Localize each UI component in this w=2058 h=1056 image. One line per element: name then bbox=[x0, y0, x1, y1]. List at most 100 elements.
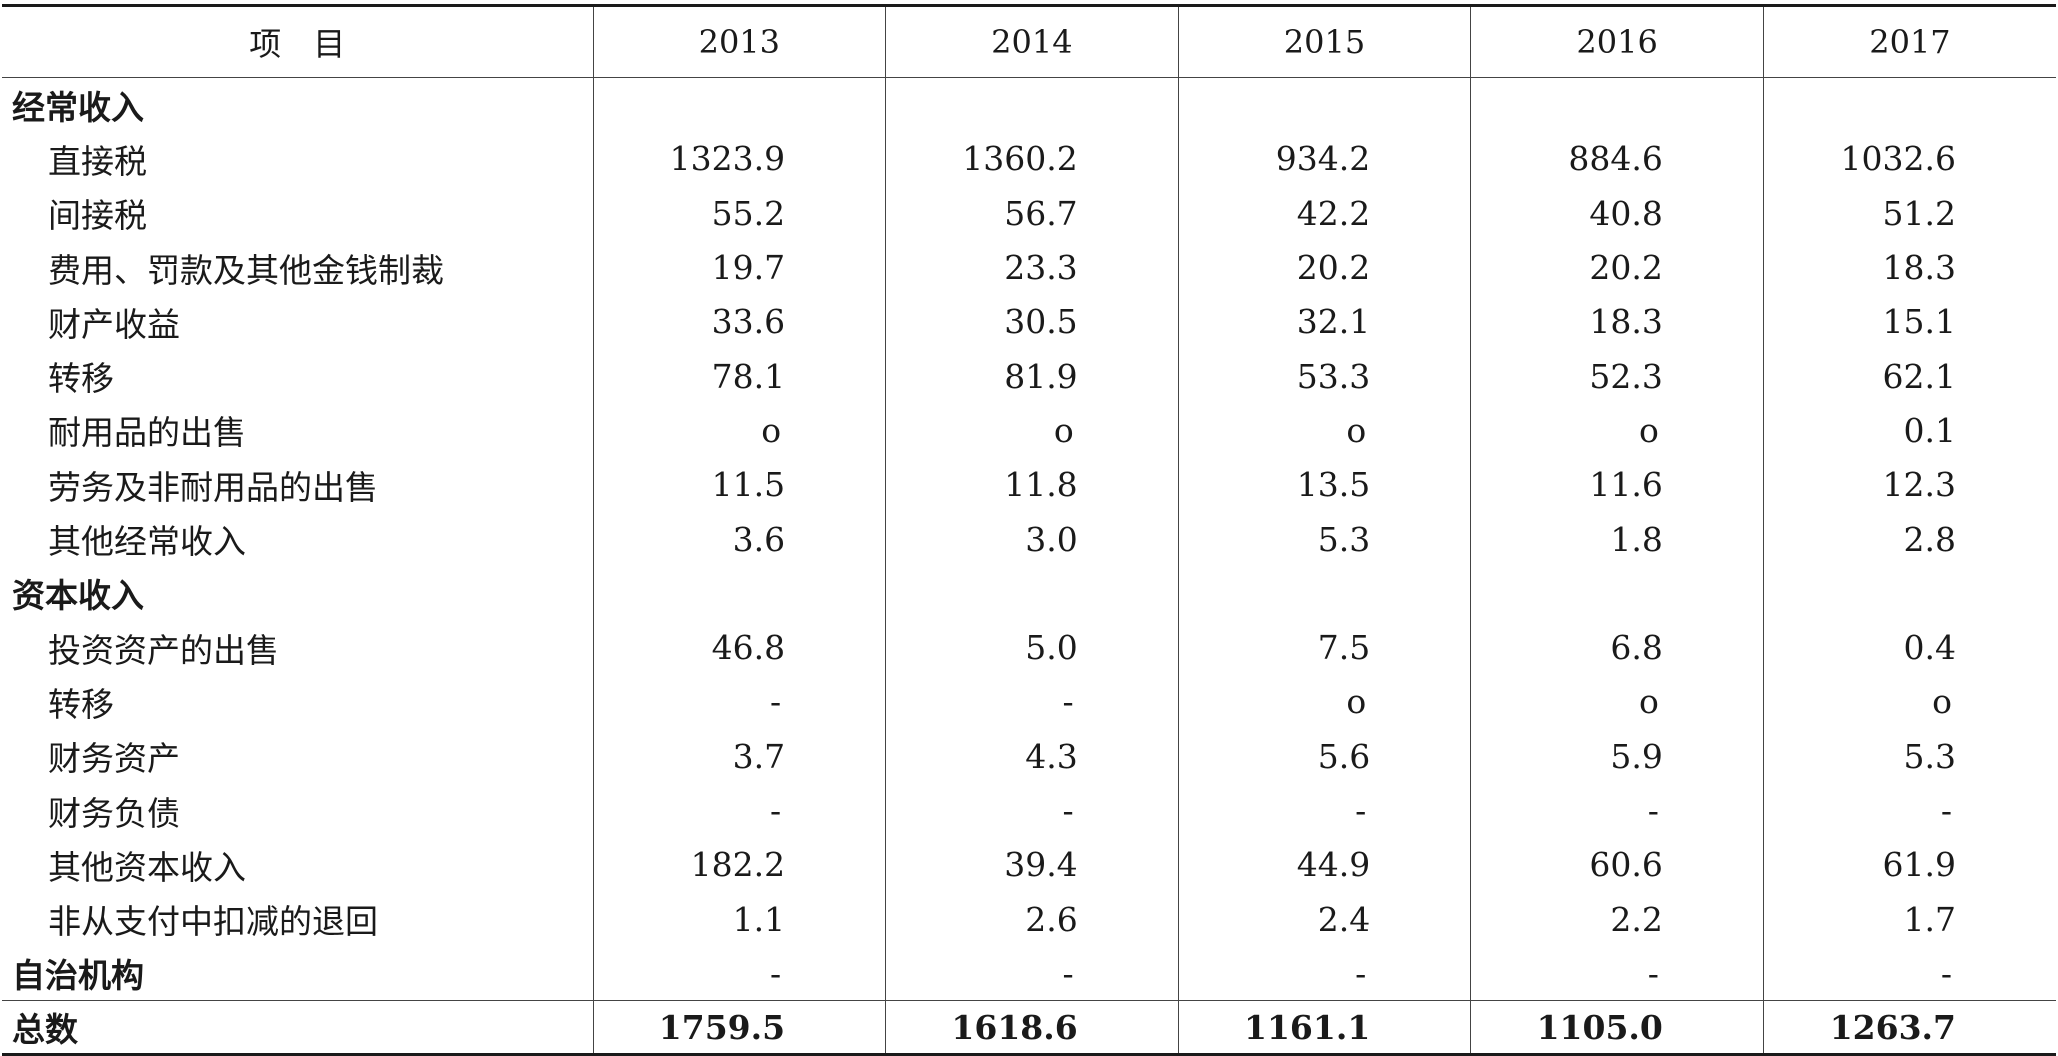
value-cell: 61.9 bbox=[1762, 837, 2056, 892]
value-cell: 40.8 bbox=[1470, 186, 1764, 241]
value-cell: 2.2 bbox=[1470, 891, 1764, 947]
value-cell: 33.6 bbox=[592, 294, 886, 349]
value-cell: - bbox=[1762, 946, 2056, 1001]
value-cell: 1360.2 bbox=[885, 131, 1179, 187]
value-cell: 23.3 bbox=[885, 240, 1179, 295]
value-cell bbox=[885, 77, 1179, 132]
value-cell: 182.2 bbox=[592, 837, 886, 892]
value-cell: 11.5 bbox=[592, 457, 886, 512]
value-cell bbox=[592, 566, 886, 621]
section-row: 自治机构 - - - - - bbox=[2, 946, 2056, 1001]
value-cell: 5.3 bbox=[1177, 511, 1471, 567]
value-cell bbox=[592, 77, 886, 132]
value-cell: 1.1 bbox=[592, 891, 886, 947]
value-cell: 60.6 bbox=[1470, 837, 1764, 892]
value-cell: 3.6 bbox=[592, 511, 886, 567]
value-cell: - bbox=[592, 674, 886, 730]
header-year: 2016 bbox=[1470, 4, 1764, 78]
value-cell: 884.6 bbox=[1470, 131, 1764, 187]
value-cell: 20.2 bbox=[1177, 240, 1471, 295]
table-row: 间接税 55.2 56.7 42.2 40.8 51.2 bbox=[2, 186, 2056, 241]
value-cell: 1.7 bbox=[1762, 891, 2056, 947]
value-cell: 3.0 bbox=[885, 511, 1179, 567]
revenue-table: 项 目 2013 2014 2015 2016 2017 经常收入 直接税 1323… bbox=[2, 4, 2056, 1056]
section-row: 资本收入 bbox=[2, 566, 2056, 621]
section-label: 自治机构 bbox=[12, 956, 144, 996]
value-cell bbox=[1470, 566, 1764, 621]
value-cell: 20.2 bbox=[1470, 240, 1764, 295]
table-row: 直接税 1323.9 1360.2 934.2 884.6 1032.6 bbox=[2, 131, 2056, 187]
value-cell: 81.9 bbox=[885, 348, 1179, 404]
table-row: 耐用品的出售 o o o o 0.1 bbox=[2, 403, 2056, 458]
value-cell: o bbox=[885, 403, 1179, 458]
value-cell: 39.4 bbox=[885, 837, 1179, 892]
value-cell: 18.3 bbox=[1762, 240, 2056, 295]
value-cell: 19.7 bbox=[592, 240, 886, 295]
value-cell: - bbox=[1470, 783, 1764, 838]
value-cell: 42.2 bbox=[1177, 186, 1471, 241]
row-label: 间接税 bbox=[48, 196, 147, 236]
value-cell: 2.8 bbox=[1762, 511, 2056, 567]
table-row: 财务资产 3.7 4.3 5.6 5.9 5.3 bbox=[2, 729, 2056, 784]
value-cell: - bbox=[885, 674, 1179, 730]
value-cell: 1618.6 bbox=[885, 1000, 1179, 1056]
row-label: 非从支付中扣减的退回 bbox=[48, 902, 378, 942]
table-header-row: 项 目 2013 2014 2015 2016 2017 bbox=[2, 4, 2056, 78]
value-cell: - bbox=[885, 946, 1179, 1001]
value-cell: - bbox=[592, 946, 886, 1001]
value-cell: 12.3 bbox=[1762, 457, 2056, 512]
table-row: 财产收益 33.6 30.5 32.1 18.3 15.1 bbox=[2, 294, 2056, 349]
value-cell: 6.8 bbox=[1470, 620, 1764, 675]
table-row: 财务负债 - - - - - bbox=[2, 783, 2056, 838]
value-cell: 0.4 bbox=[1762, 620, 2056, 675]
header-year: 2013 bbox=[592, 4, 886, 78]
value-cell: 53.3 bbox=[1177, 348, 1471, 404]
value-cell: 32.1 bbox=[1177, 294, 1471, 349]
row-label: 直接税 bbox=[48, 141, 147, 181]
value-cell: 5.6 bbox=[1177, 729, 1471, 784]
table-row: 非从支付中扣减的退回 1.1 2.6 2.4 2.2 1.7 bbox=[2, 891, 2056, 947]
value-cell: 4.3 bbox=[885, 729, 1179, 784]
value-cell bbox=[885, 566, 1179, 621]
value-cell: 1.8 bbox=[1470, 511, 1764, 567]
table-row: 费用、罚款及其他金钱制裁 19.7 23.3 20.2 20.2 18.3 bbox=[2, 240, 2056, 295]
value-cell: - bbox=[592, 783, 886, 838]
value-cell: 11.8 bbox=[885, 457, 1179, 512]
value-cell bbox=[1762, 566, 2056, 621]
row-label: 劳务及非耐用品的出售 bbox=[48, 467, 378, 507]
value-cell: o bbox=[592, 403, 886, 458]
table-row: 其他资本收入 182.2 39.4 44.9 60.6 61.9 bbox=[2, 837, 2056, 892]
value-cell: 18.3 bbox=[1470, 294, 1764, 349]
section-label: 资本收入 bbox=[12, 576, 144, 616]
value-cell: 46.8 bbox=[592, 620, 886, 675]
value-cell: 1161.1 bbox=[1177, 1000, 1471, 1056]
value-cell: o bbox=[1762, 674, 2056, 730]
value-cell: 1032.6 bbox=[1762, 131, 2056, 187]
table-row: 转移 78.1 81.9 53.3 52.3 62.1 bbox=[2, 348, 2056, 404]
value-cell: - bbox=[1177, 783, 1471, 838]
value-cell: - bbox=[1470, 946, 1764, 1001]
table-body: 经常收入 直接税 1323.9 1360.2 934.2 884.6 1032.6 间接税 55… bbox=[2, 77, 2056, 1056]
value-cell: 5.3 bbox=[1762, 729, 2056, 784]
value-cell: 2.6 bbox=[885, 891, 1179, 947]
section-row: 经常收入 bbox=[2, 77, 2056, 132]
value-cell: - bbox=[1762, 783, 2056, 838]
table-row: 投资资产的出售 46.8 5.0 7.5 6.8 0.4 bbox=[2, 620, 2056, 675]
value-cell: 7.5 bbox=[1177, 620, 1471, 675]
row-label: 其他经常收入 bbox=[48, 522, 246, 562]
value-cell: 56.7 bbox=[885, 186, 1179, 241]
value-cell: 934.2 bbox=[1177, 131, 1471, 187]
value-cell: 51.2 bbox=[1762, 186, 2056, 241]
row-label: 费用、罚款及其他金钱制裁 bbox=[48, 250, 444, 290]
value-cell: 2.4 bbox=[1177, 891, 1471, 947]
value-cell: 5.9 bbox=[1470, 729, 1764, 784]
value-cell bbox=[1177, 77, 1471, 132]
value-cell bbox=[1177, 566, 1471, 621]
row-label: 转移 bbox=[48, 359, 114, 399]
value-cell: 11.6 bbox=[1470, 457, 1764, 512]
value-cell: - bbox=[885, 783, 1179, 838]
value-cell: 30.5 bbox=[885, 294, 1179, 349]
total-row: 总数 1759.5 1618.6 1161.1 1105.0 1263.7 bbox=[2, 1000, 2056, 1056]
value-cell: o bbox=[1470, 403, 1764, 458]
